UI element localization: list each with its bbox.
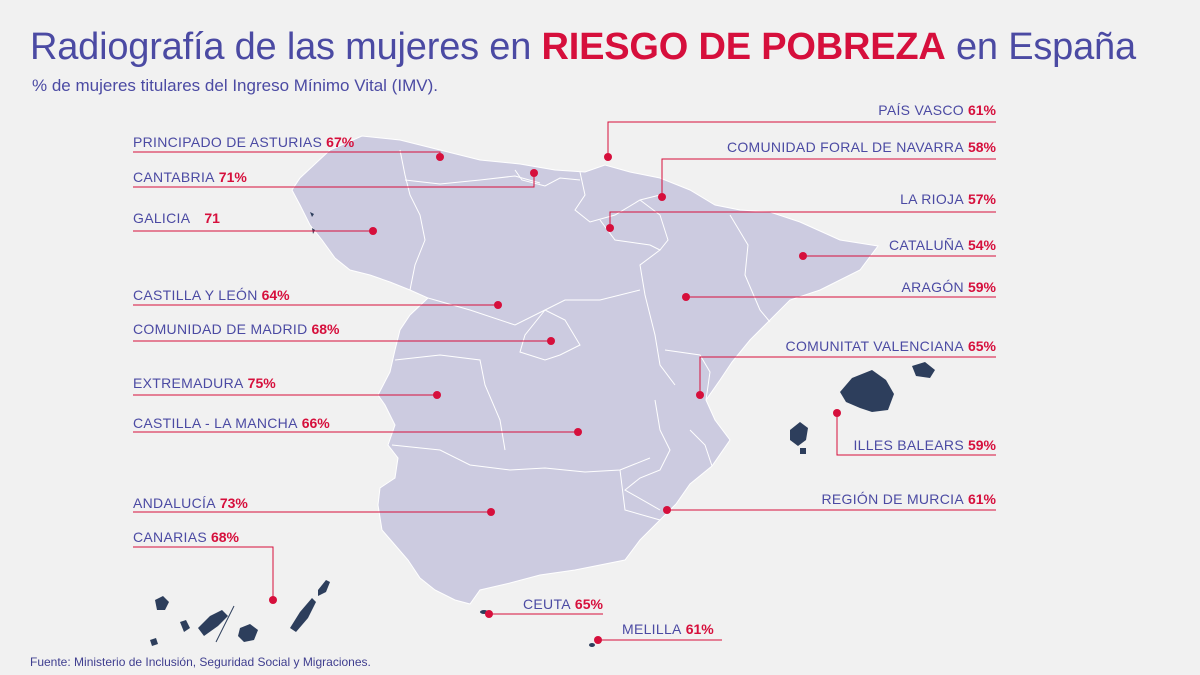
marker-aragon	[682, 293, 690, 301]
annotation-navarra: COMUNIDAD FORAL DE NAVARRA 58%	[658, 139, 997, 201]
marker-pais-vasco	[604, 153, 612, 161]
source-note: Fuente: Ministerio de Inclusión, Segurid…	[30, 655, 371, 669]
region-annotations: PRINCIPADO DE ASTURIAS 67% CANTABRIA 71% G…	[133, 102, 997, 644]
marker-navarra	[658, 193, 666, 201]
annotation-aragon: ARAGÓN 59%	[682, 279, 997, 301]
marker-madrid	[547, 337, 555, 345]
marker-melilla	[594, 636, 602, 644]
page-title: Radiografía de las mujeres en RIESGO DE …	[30, 26, 1136, 68]
marker-baleares	[833, 409, 841, 417]
annotation-castilla-leon: CASTILLA Y LEÓN 64%	[133, 287, 502, 309]
marker-la-rioja	[606, 224, 614, 232]
annotation-ceuta: CEUTA 65%	[485, 596, 603, 618]
annotation-extremadura: EXTREMADURA 75%	[133, 375, 441, 399]
annotation-baleares: ILLES BALEARS 59%	[833, 409, 997, 456]
annotation-andalucia: ANDALUCÍA 73%	[133, 495, 495, 516]
melilla-shape	[589, 643, 595, 647]
marker-castilla-leon	[494, 301, 502, 309]
marker-andalucia	[487, 508, 495, 516]
marker-extremadura	[433, 391, 441, 399]
region-borders	[391, 149, 771, 521]
annotation-pais-vasco: PAÍS VASCO 61%	[604, 102, 997, 161]
annotation-cataluna: CATALUÑA 54%	[799, 237, 997, 260]
marker-cataluna	[799, 252, 807, 260]
annotation-melilla: MELILLA 61%	[594, 621, 722, 644]
marker-murcia	[663, 506, 671, 514]
marker-castilla-la-mancha	[574, 428, 582, 436]
baleares-islands	[790, 362, 935, 454]
marker-canarias	[269, 596, 277, 604]
annotation-asturias: PRINCIPADO DE ASTURIAS 67%	[133, 134, 444, 161]
annotation-cantabria: CANTABRIA 71%	[133, 169, 538, 188]
peninsula-shape	[291, 135, 879, 605]
page-subtitle: % de mujeres titulares del Ingreso Mínim…	[32, 76, 438, 95]
annotation-canarias: CANARIAS 68%	[133, 529, 277, 604]
annotation-valencia: COMUNITAT VALENCIANA 65%	[696, 338, 997, 399]
marker-asturias	[436, 153, 444, 161]
annotation-murcia: REGIÓN DE MURCIA 61%	[663, 491, 997, 514]
marker-ceuta	[485, 610, 493, 618]
marker-valencia	[696, 391, 704, 399]
title-highlight: RIESGO DE POBREZA	[541, 26, 946, 68]
galicia-islets	[310, 212, 315, 234]
canarias-islands	[150, 580, 330, 646]
annotation-la-rioja: LA RIOJA 57%	[606, 191, 997, 232]
marker-cantabria	[530, 169, 538, 177]
marker-galicia	[369, 227, 377, 235]
annotation-madrid: COMUNIDAD DE MADRID 68%	[133, 321, 555, 345]
annotation-galicia: GALICIA 71	[133, 210, 377, 235]
annotation-castilla-la-mancha: CASTILLA - LA MANCHA 66%	[133, 415, 582, 436]
